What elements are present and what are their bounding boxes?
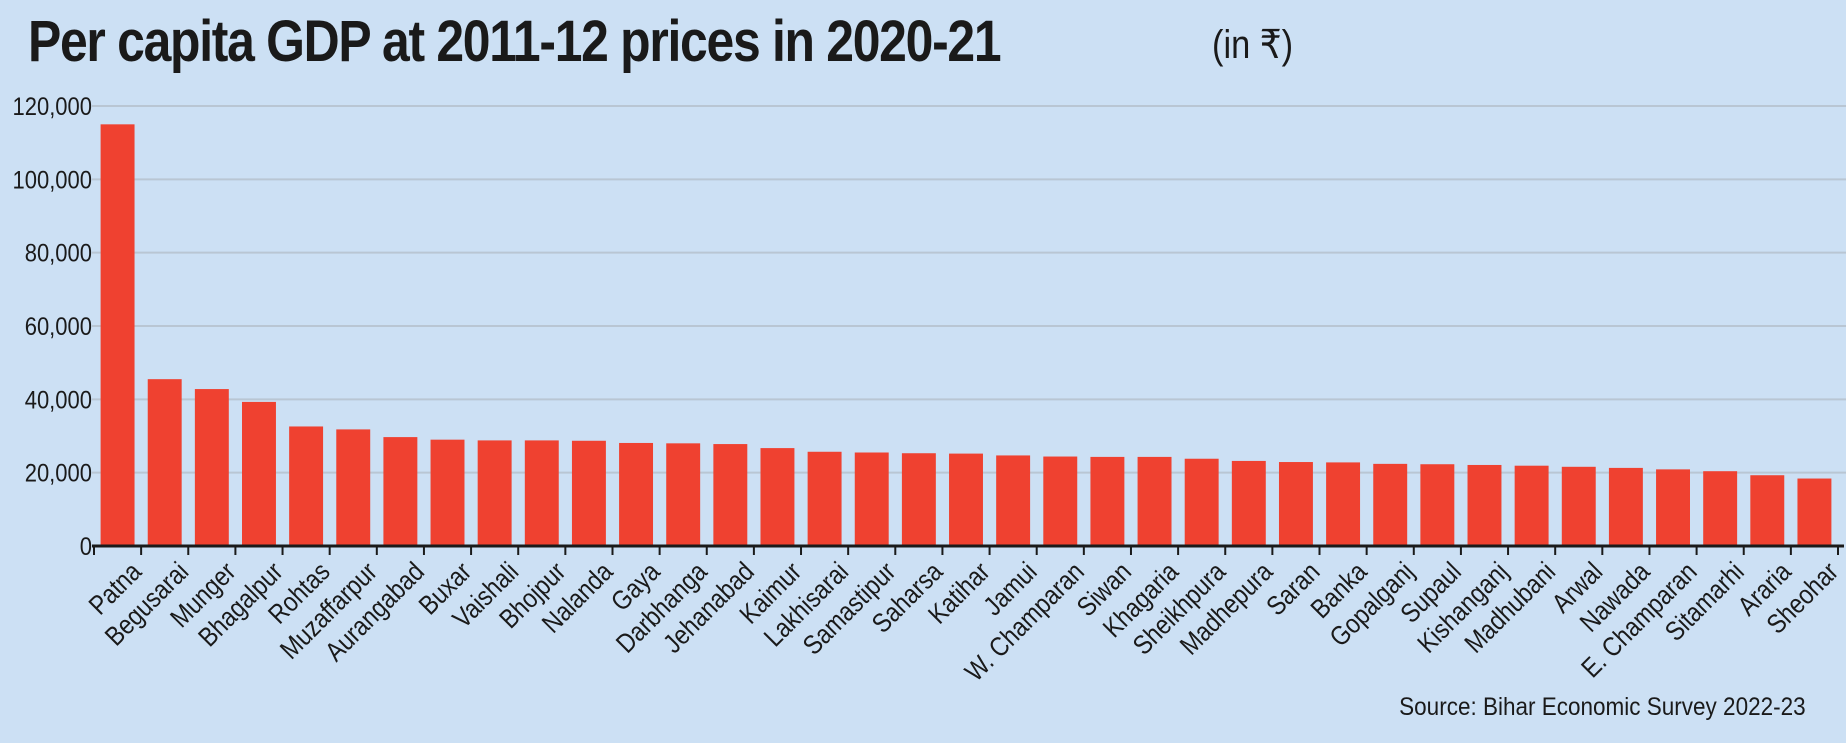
bar (1043, 456, 1078, 546)
y-tick-label: 120,000 (13, 93, 92, 121)
bar (1561, 466, 1596, 546)
bar (666, 443, 701, 546)
bar (1231, 460, 1266, 546)
bar (901, 453, 936, 546)
bar (1750, 475, 1785, 546)
bar (194, 389, 229, 546)
y-tick-label: 60,000 (25, 313, 92, 341)
chart-title-row: Per capita GDP at 2011-12 prices in 2020… (28, 8, 1159, 75)
bar (1608, 467, 1643, 546)
bar (1514, 465, 1549, 546)
bar (1656, 469, 1690, 546)
bar (242, 401, 276, 546)
bar (147, 379, 182, 546)
bar (1090, 456, 1125, 546)
bar (289, 426, 324, 546)
bar (383, 437, 418, 546)
bar (713, 444, 748, 546)
chart-title: Per capita GDP at 2011-12 prices in 2020… (28, 9, 1002, 74)
bar (100, 124, 135, 546)
source-note: Source: Bihar Economic Survey 2022-23 (1399, 693, 1806, 721)
bar (1373, 463, 1408, 546)
bar (430, 439, 465, 546)
bar (1326, 462, 1361, 546)
bar (571, 440, 606, 546)
bar (807, 451, 842, 546)
bar (949, 453, 983, 546)
bar (1467, 464, 1502, 546)
bar (1420, 464, 1455, 546)
y-tick-label: 80,000 (25, 239, 92, 267)
bar (619, 442, 654, 546)
bar (336, 429, 371, 546)
bar (996, 455, 1031, 546)
bar (854, 452, 889, 546)
bar (760, 448, 795, 546)
y-tick-label: 20,000 (25, 459, 92, 487)
bar (1797, 478, 1832, 546)
bar (477, 440, 512, 546)
bar (1137, 456, 1172, 546)
bar (1184, 458, 1219, 546)
chart-unit-label: (in ₹) (1212, 23, 1294, 67)
bar (1278, 462, 1313, 546)
bar (1703, 471, 1738, 546)
y-tick-label: 40,000 (25, 386, 92, 414)
y-tick-label: 100,000 (13, 166, 92, 194)
bar (524, 440, 559, 546)
y-tick-label: 0 (80, 533, 92, 561)
